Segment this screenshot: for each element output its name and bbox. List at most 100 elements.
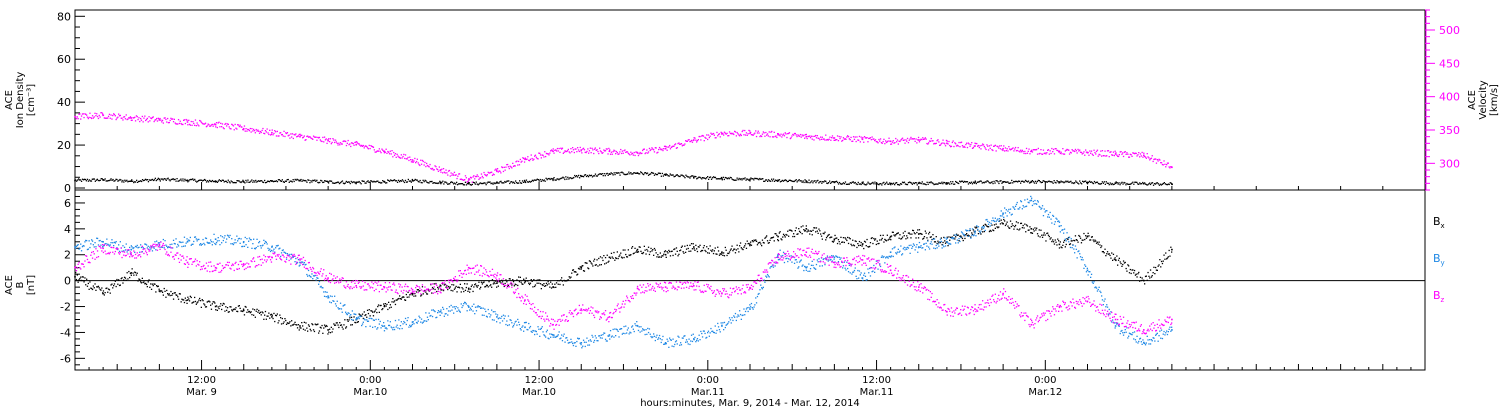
by-series-point	[327, 295, 329, 297]
x-axis-label: hours:minutes, Mar. 9, 2014 - Mar. 12, 2…	[640, 398, 860, 409]
velocity-series-point	[834, 137, 836, 139]
by-series	[74, 196, 1173, 349]
bx-series-point	[159, 290, 161, 292]
velocity-series-point	[918, 139, 920, 141]
bz-series-point	[271, 257, 273, 259]
velocity-series-point	[721, 133, 723, 135]
density-series-point	[777, 180, 779, 182]
by-series-point	[74, 246, 76, 248]
density-series-point	[327, 181, 329, 183]
by-series-point	[693, 338, 695, 340]
bx-series-point	[327, 329, 329, 331]
by-series-point	[243, 241, 245, 243]
density-series-point	[271, 180, 273, 182]
density-series-point	[637, 172, 639, 174]
b-axis-label: ACEB[nT]	[4, 275, 37, 295]
time-tick-label: 12:00	[862, 375, 891, 386]
bz-series-point	[693, 285, 695, 287]
bx-series-point	[552, 286, 554, 288]
velocity-series-point	[862, 139, 864, 141]
time-tick-label: 12:00	[525, 375, 554, 386]
bx-series-point	[1031, 228, 1033, 230]
density-series-point	[890, 183, 892, 185]
density-tick-label: 20	[57, 139, 71, 152]
top-panel-data	[74, 112, 1173, 186]
by-series-point	[412, 321, 414, 323]
bz-series-point	[749, 288, 751, 290]
velocity-series-point	[974, 145, 976, 147]
bx-series-point	[384, 306, 386, 308]
bx-series-point	[749, 244, 751, 246]
bz-series-point	[1171, 319, 1173, 321]
density-axis-label: ACEIon Density[cm⁻³]	[4, 72, 37, 129]
bz-series-point	[1115, 319, 1117, 321]
velocity-tick-label: 350	[1439, 124, 1460, 137]
velocity-series-point	[355, 144, 357, 146]
velocity-tick-label: 450	[1439, 57, 1460, 70]
velocity-series-point	[581, 149, 583, 151]
bx-series-point	[130, 272, 132, 274]
b-tick-label: -2	[60, 301, 71, 314]
velocity-series-point	[159, 119, 161, 121]
velocity-series-point	[1115, 153, 1117, 155]
bz-series-point	[496, 275, 498, 277]
bz-series-point	[834, 262, 836, 264]
by-series-point	[1171, 329, 1173, 331]
bz-series-point	[890, 270, 892, 272]
velocity-series-point	[749, 133, 751, 135]
bz-series-point	[609, 316, 611, 318]
bx-series-point	[1087, 236, 1089, 238]
velocity-series-point	[1031, 151, 1033, 153]
bx-series-point	[1143, 280, 1145, 282]
by-series-point	[1031, 200, 1033, 202]
velocity-tick-label: 400	[1439, 91, 1460, 104]
density-series-point	[1087, 182, 1089, 184]
date-tick-label: Mar. 9	[186, 387, 217, 398]
bx-series-point	[1059, 244, 1061, 246]
bx-series-point	[806, 228, 808, 230]
time-tick-label: 0:00	[1034, 375, 1056, 386]
density-series-point	[74, 180, 76, 182]
time-tick-label: 0:00	[697, 375, 719, 386]
b-tick-label: -4	[60, 326, 71, 339]
velocity-series-point	[1059, 151, 1061, 153]
bx-series-point	[721, 251, 723, 253]
density-series-point	[468, 183, 470, 185]
by-series-point	[1002, 213, 1004, 215]
density-series-point	[440, 182, 442, 184]
by-series-point	[468, 306, 470, 308]
bz-series-point	[721, 293, 723, 295]
bz-series-point	[412, 289, 414, 291]
density-series-point	[693, 177, 695, 179]
density-series-point	[384, 181, 386, 183]
bx-series-point	[243, 310, 245, 312]
velocity-series-point	[496, 171, 498, 173]
bz-series-point	[918, 286, 920, 288]
bx-series-point	[637, 249, 639, 251]
velocity-series-point	[384, 151, 386, 153]
bx-series-point	[440, 285, 442, 287]
density-series-point	[299, 180, 301, 182]
by-series-point	[524, 327, 526, 329]
bx-series-point	[609, 257, 611, 259]
density-tick-label: 80	[57, 10, 71, 23]
legend-bz: Bz	[1433, 289, 1445, 304]
density-series-point	[665, 174, 667, 176]
density-tick-label: 0	[64, 182, 71, 195]
velocity-tick-label: 500	[1439, 24, 1460, 37]
by-series-point	[271, 246, 273, 248]
by-series-point	[890, 251, 892, 253]
bz-series-point	[974, 308, 976, 310]
density-series-point	[1115, 183, 1117, 185]
bx-series-point	[693, 246, 695, 248]
density-series-point	[412, 180, 414, 182]
b-tick-label: 6	[64, 197, 71, 210]
bz-series-point	[665, 286, 667, 288]
density-series	[74, 171, 1173, 186]
by-series-point	[749, 308, 751, 310]
by-series-point	[1115, 325, 1117, 327]
bx-series-point	[918, 233, 920, 235]
bx-series-point	[890, 236, 892, 238]
density-series-point	[834, 182, 836, 184]
